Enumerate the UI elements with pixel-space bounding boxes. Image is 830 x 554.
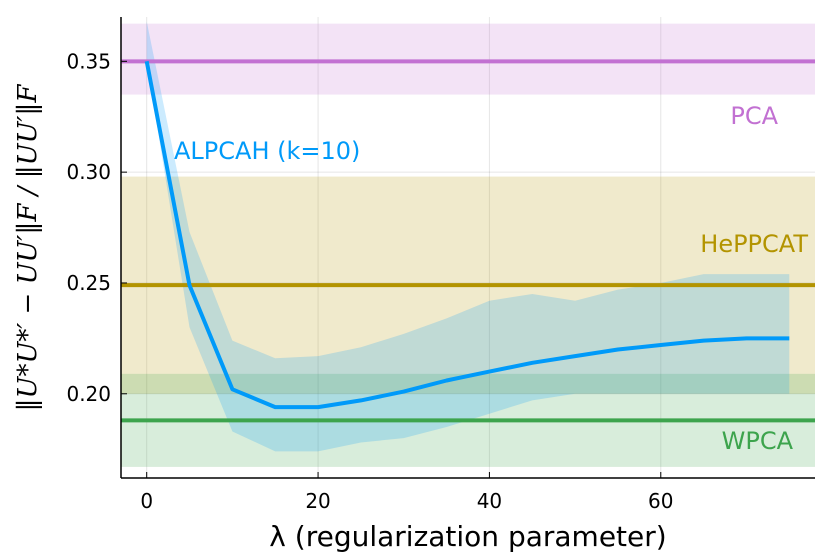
series-label-heppcat: HePPCAT: [700, 230, 808, 258]
band-pca: [121, 23, 815, 95]
x-tick-label: 40: [477, 489, 502, 513]
y-tick-label: 0.35: [66, 49, 111, 73]
x-axis-title: λ (regularization parameter): [269, 520, 666, 553]
y-tick-label: 0.20: [66, 382, 111, 406]
x-tick-label: 20: [305, 489, 330, 513]
y-tick-label: 0.30: [66, 160, 111, 184]
y-axis-title: ‖U*U*′ − UU′‖F / ‖UU′‖F: [13, 84, 43, 412]
line-alpcah: [144, 60, 790, 410]
series-lines: [121, 59, 815, 423]
grid-lines: [121, 17, 815, 478]
series-label-wpca: WPCA: [722, 427, 794, 455]
series-label-alpcah: ALPCAH (k=10): [174, 137, 360, 165]
x-tick-label: 60: [648, 489, 673, 513]
series-label-pca: PCA: [730, 102, 778, 130]
tick-labels: 0 20 40 60 0.20 0.25 0.30 0.35: [66, 49, 673, 513]
y-tick-label: 0.25: [66, 271, 111, 295]
axes: [120, 17, 815, 479]
band-alpcah: [146, 21, 790, 452]
x-tick-label: 0: [140, 489, 153, 513]
